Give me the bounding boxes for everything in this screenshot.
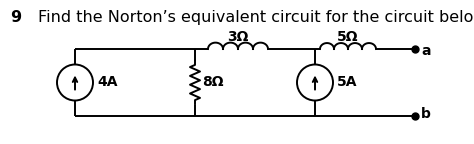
Text: 4A: 4A [97, 75, 118, 90]
Text: Find the Norton’s equivalent circuit for the circuit below: Find the Norton’s equivalent circuit for… [38, 10, 474, 25]
Text: 3Ω: 3Ω [228, 30, 249, 44]
Text: 5A: 5A [337, 75, 357, 90]
Text: 5Ω: 5Ω [337, 30, 359, 44]
Text: 8Ω: 8Ω [202, 75, 224, 90]
Text: a: a [421, 44, 430, 58]
Text: b: b [421, 107, 431, 121]
Text: 9: 9 [10, 10, 21, 25]
